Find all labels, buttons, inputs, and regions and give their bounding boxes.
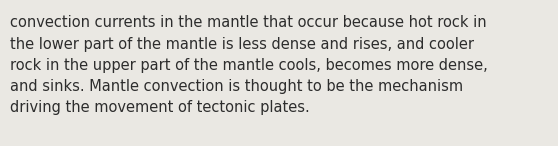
Text: convection currents in the mantle that occur because hot rock in
the lower part : convection currents in the mantle that o…: [10, 15, 488, 115]
